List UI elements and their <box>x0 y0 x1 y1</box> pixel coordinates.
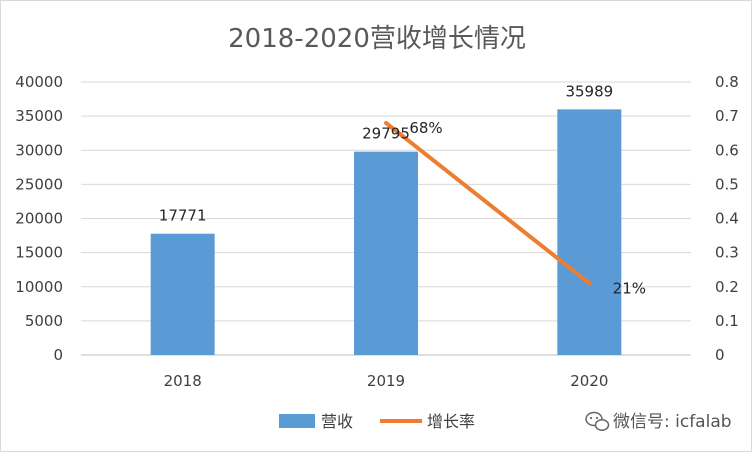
right-tick-label: 0.8 <box>715 73 739 91</box>
right-tick-label: 0.2 <box>715 278 739 296</box>
left-tick-label: 25000 <box>15 175 63 193</box>
bar-data-label: 29795 <box>362 125 410 143</box>
right-tick-label: 0.6 <box>715 141 739 159</box>
left-tick-label: 5000 <box>25 312 63 330</box>
bar-series <box>150 109 622 355</box>
data-labels: 17771 29795 35989 68% 21% <box>159 82 646 297</box>
line-data-label: 68% <box>409 119 442 137</box>
x-tick-label: 2018 <box>164 372 202 390</box>
left-tick-label: 35000 <box>15 107 63 125</box>
watermark-text: 微信号: icfalab <box>613 412 732 432</box>
x-axis-ticks: 2018 2019 2020 <box>164 372 609 390</box>
line-series <box>384 120 592 286</box>
left-tick-label: 30000 <box>15 141 63 159</box>
right-tick-label: 0.4 <box>715 210 739 228</box>
left-tick-label: 15000 <box>15 244 63 262</box>
chart-title: 2018-2020营收增长情况 <box>228 24 526 54</box>
right-tick-label: 0 <box>715 346 725 364</box>
bar <box>354 151 418 355</box>
left-tick-label: 20000 <box>15 210 63 228</box>
x-tick-label: 2019 <box>367 372 405 390</box>
legend: 营收 增长率 <box>279 412 475 431</box>
right-tick-label: 0.7 <box>715 107 739 125</box>
bar <box>557 109 622 355</box>
bar-data-label: 35989 <box>565 82 613 100</box>
wechat-icon <box>585 411 610 431</box>
left-tick-label: 40000 <box>15 73 63 91</box>
right-tick-label: 0.5 <box>715 175 739 193</box>
right-tick-label: 0.1 <box>715 312 739 330</box>
left-tick-label: 10000 <box>15 278 63 296</box>
watermark: 微信号: icfalab <box>585 411 732 432</box>
bar <box>150 233 215 355</box>
legend-label-growth: 增长率 <box>427 412 475 431</box>
x-tick-label: 2020 <box>570 372 608 390</box>
growth-rate-line <box>384 120 592 286</box>
right-axis-ticks: 0 0.1 0.2 0.3 0.4 0.5 0.6 0.7 0.8 <box>715 73 739 364</box>
legend-swatch-bar <box>279 414 315 428</box>
bar-data-label: 17771 <box>159 207 207 225</box>
line-data-label: 21% <box>613 279 646 297</box>
right-tick-label: 0.3 <box>715 244 739 262</box>
legend-label-revenue: 营收 <box>321 412 353 431</box>
left-axis-ticks: 0 5000 10000 15000 20000 25000 30000 35000 40000 <box>15 73 63 364</box>
left-tick-label: 0 <box>53 346 63 364</box>
